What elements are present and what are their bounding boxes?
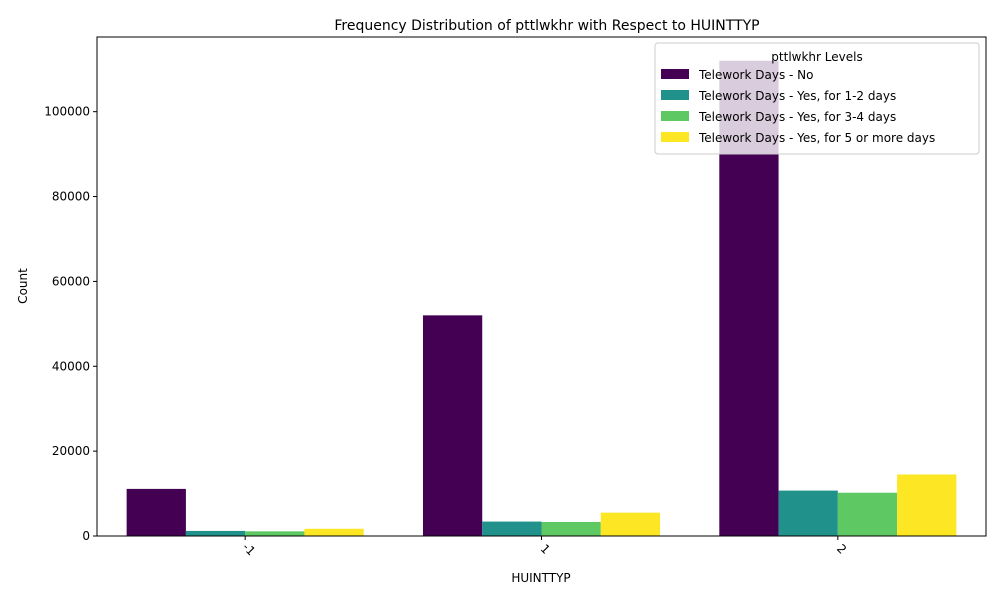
legend: pttlwkhr Levels Telework Days - No Telewo…: [654, 42, 980, 155]
chart-title: Frequency Distribution of pttlwkhr with …: [334, 18, 759, 34]
legend-swatch: [661, 69, 689, 79]
bar-1-series-3: [541, 522, 601, 536]
y-tick-label: 20000: [52, 444, 90, 458]
bar-1-series-2: [482, 521, 542, 536]
bar--1-series-1: [126, 488, 186, 536]
legend-swatch: [661, 132, 689, 142]
legend-label: Telework Days - Yes, for 5 or more days: [698, 131, 935, 145]
y-tick-label: 80000: [52, 190, 90, 204]
bar-2-series-2: [778, 490, 838, 536]
plot-frame: [96, 36, 987, 537]
y-tick-label: 0: [82, 529, 90, 543]
legend-box: [654, 42, 980, 155]
bar--1-series-2: [185, 530, 246, 536]
bar--1-series-3: [245, 531, 305, 536]
legend-swatch: [661, 111, 689, 121]
y-axis: 0 20000 40000 60000 80000 100000: [44, 105, 97, 543]
bar-2-series-4: [897, 474, 957, 536]
bar-1-series-4: [600, 512, 661, 536]
y-axis-label: Count: [16, 268, 30, 304]
legend-swatch: [661, 90, 689, 100]
y-tick-label: 60000: [52, 274, 90, 288]
legend-title: pttlwkhr Levels: [771, 50, 862, 64]
bar-1-series-1: [422, 315, 483, 536]
y-tick-label: 100000: [44, 105, 90, 119]
y-tick-label: 40000: [52, 359, 90, 373]
legend-label: Telework Days - Yes, for 1-2 days: [698, 89, 896, 103]
bar--1-series-4: [304, 528, 364, 536]
x-axis-label: HUINTTYP: [511, 571, 570, 585]
bar-2-series-3: [837, 492, 898, 536]
legend-label: Telework Days - No: [698, 68, 813, 82]
legend-label: Telework Days - Yes, for 3-4 days: [698, 110, 896, 124]
